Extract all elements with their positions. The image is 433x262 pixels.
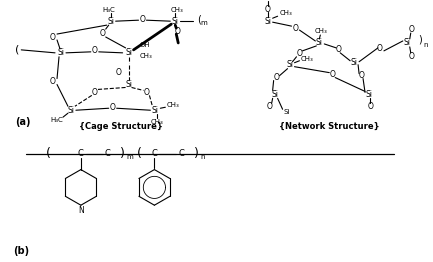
Text: ): )	[120, 147, 125, 160]
Text: O: O	[92, 88, 98, 97]
Text: Si: Si	[58, 48, 65, 57]
Text: Si: Si	[172, 17, 179, 26]
Text: H₃C: H₃C	[51, 117, 63, 123]
Text: O: O	[358, 71, 364, 80]
Text: O: O	[293, 24, 298, 32]
Text: O: O	[92, 46, 98, 55]
Text: Si: Si	[125, 48, 132, 57]
Text: ): )	[194, 147, 199, 160]
Text: CH₃: CH₃	[301, 56, 314, 62]
Text: Si: Si	[68, 106, 74, 115]
Text: Si: Si	[286, 60, 293, 69]
Text: O: O	[50, 77, 56, 86]
Text: Si: Si	[403, 39, 410, 47]
Text: Si: Si	[264, 17, 271, 26]
Text: O: O	[409, 25, 415, 34]
Text: O: O	[265, 5, 271, 14]
Text: (b): (b)	[13, 246, 29, 256]
Text: (: (	[197, 14, 201, 24]
Text: O: O	[377, 44, 383, 53]
Text: O: O	[143, 88, 149, 97]
Text: O: O	[335, 45, 341, 54]
Text: Si: Si	[152, 106, 159, 115]
Text: H₃C: H₃C	[102, 7, 115, 13]
Text: O: O	[139, 15, 145, 24]
Text: (: (	[15, 45, 19, 55]
Text: O: O	[110, 103, 116, 112]
Text: O: O	[50, 32, 56, 41]
Text: {Cage Structure}: {Cage Structure}	[79, 122, 162, 130]
Text: ): )	[418, 35, 422, 45]
Text: Si: Si	[316, 39, 323, 47]
Text: O: O	[100, 29, 106, 37]
Text: C: C	[152, 149, 157, 158]
Text: Si: Si	[283, 109, 290, 115]
Text: OH: OH	[139, 42, 150, 48]
Text: (a): (a)	[15, 117, 31, 127]
Text: (: (	[137, 147, 142, 160]
Text: O: O	[116, 68, 122, 77]
Text: C: C	[178, 149, 184, 158]
Text: CH₃: CH₃	[140, 53, 153, 59]
Text: C: C	[78, 149, 84, 158]
Text: N: N	[78, 206, 84, 215]
Text: O: O	[174, 26, 180, 36]
Text: O: O	[368, 102, 374, 111]
Text: O: O	[297, 49, 302, 58]
Text: m: m	[126, 154, 133, 160]
Text: Si: Si	[107, 17, 114, 26]
Text: CH₃: CH₃	[171, 7, 184, 13]
Text: CH₃: CH₃	[315, 28, 328, 34]
Text: O: O	[409, 52, 415, 61]
Text: C: C	[105, 149, 111, 158]
Text: Si: Si	[351, 58, 358, 67]
Text: Si: Si	[125, 80, 132, 89]
Text: Si: Si	[365, 90, 372, 99]
Text: CH₃: CH₃	[151, 119, 164, 125]
Text: CH₃: CH₃	[167, 102, 180, 108]
Text: {Network Structure}: {Network Structure}	[279, 122, 380, 130]
Text: O: O	[267, 102, 273, 111]
Text: O: O	[330, 70, 335, 79]
Text: O: O	[274, 73, 280, 82]
Text: m: m	[201, 20, 207, 26]
Text: n: n	[423, 42, 428, 48]
Text: Si: Si	[271, 90, 278, 99]
Text: (: (	[45, 147, 51, 160]
Text: n: n	[201, 154, 205, 160]
Text: CH₃: CH₃	[279, 10, 292, 16]
